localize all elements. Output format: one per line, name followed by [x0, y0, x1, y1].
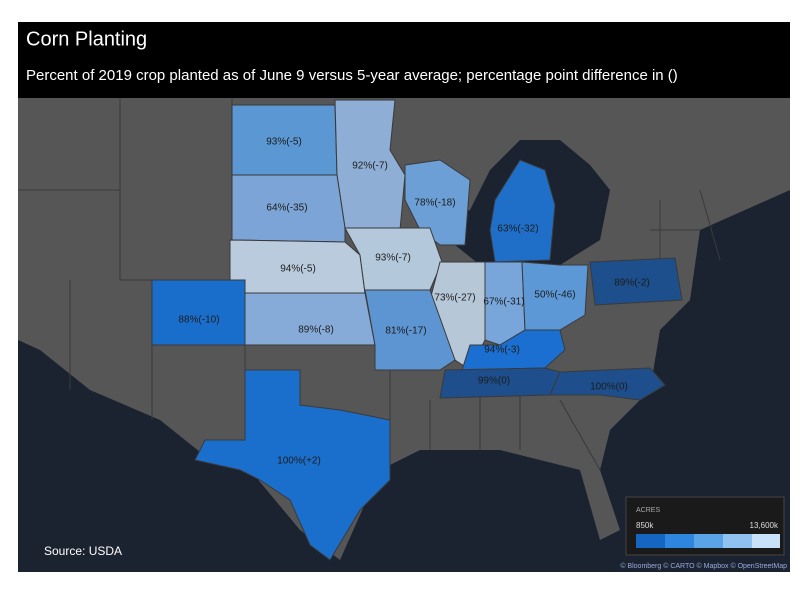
title: Corn Planting [26, 28, 147, 50]
state-label: 93%(-5) [266, 137, 302, 148]
state-label: 100%(0) [590, 382, 628, 393]
state-label: 63%(-32) [497, 224, 538, 235]
state-labels: 93%(-5) 92%(-7) 64%(-35) 78%(-18) 63%(-32) 94… [178, 137, 649, 467]
legend-min: 850k [636, 521, 654, 530]
state-label: 93%(-7) [375, 253, 411, 264]
legend-title: ACRES [636, 507, 660, 514]
attribution: © Bloomberg © CARTO © Mapbox © OpenStree… [620, 562, 787, 570]
north-carolina [549, 367, 666, 401]
state-label: 94%(-5) [280, 264, 316, 275]
state-label: 99%(0) [478, 376, 510, 387]
state-label: 92%(-7) [352, 161, 388, 172]
texas [194, 369, 391, 561]
state-label: 88%(-10) [178, 315, 219, 326]
subtitle: Percent of 2019 crop planted as of June … [26, 67, 678, 84]
state-label: 50%(-46) [534, 290, 575, 301]
state-label: 64%(-35) [266, 203, 307, 214]
state-label: 81%(-17) [385, 326, 426, 337]
legend-max: 13,600k [750, 521, 779, 530]
state-label: 100%(+2) [277, 456, 321, 467]
state-label: 89%(-8) [298, 325, 334, 336]
source: Source: USDA [44, 544, 122, 558]
south-dakota [231, 174, 346, 243]
legend-ramp [636, 534, 780, 548]
state-label: 78%(-18) [414, 198, 455, 209]
state-label: 94%(-3) [484, 345, 520, 356]
missouri [364, 289, 456, 371]
state-label: 67%(-31) [483, 297, 524, 308]
colorado [151, 279, 246, 346]
state-label: 89%(-2) [614, 278, 650, 289]
pennsylvania [589, 257, 683, 306]
state-label: 73%(-27) [434, 293, 475, 304]
kansas [244, 292, 376, 346]
michigan [489, 159, 556, 263]
wisconsin [404, 159, 471, 246]
